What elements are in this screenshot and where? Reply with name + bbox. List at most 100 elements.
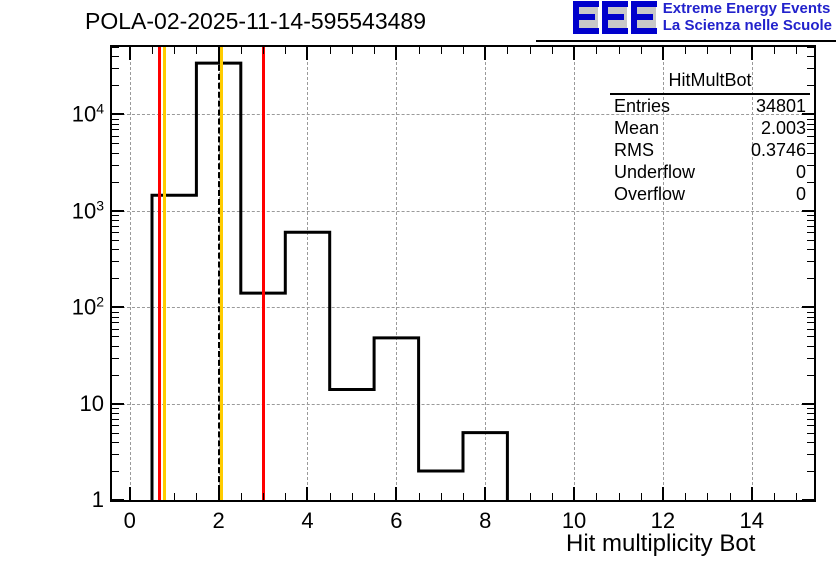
y-axis-minor-tick (112, 311, 119, 313)
y-axis-minor-tick (807, 322, 814, 324)
x-axis-minor-tick (418, 47, 420, 54)
x-axis-major-tick (750, 47, 753, 60)
x-axis-major-tick (573, 487, 576, 500)
x-axis-minor-tick (174, 493, 176, 500)
y-axis-minor-tick (112, 181, 119, 183)
y-axis-minor-tick (112, 316, 119, 318)
orange-line-right-marker (220, 47, 224, 500)
horizontal-gridline (112, 114, 814, 116)
y-axis-minor-tick (112, 418, 119, 420)
x-axis-minor-tick (285, 493, 287, 500)
x-axis-minor-tick (463, 493, 464, 500)
x-axis-minor-tick (551, 493, 553, 500)
y-axis-minor-tick (807, 311, 814, 313)
y-axis-minor-tick (807, 220, 814, 222)
x-axis-minor-tick (685, 493, 687, 500)
x-axis-tick-label: 10 (561, 508, 587, 533)
y-axis-minor-tick (112, 56, 119, 58)
y-axis-minor-tick (112, 135, 119, 137)
y-axis-major-tick (802, 402, 814, 405)
y-axis-minor-tick (112, 408, 119, 409)
y-axis-major-tick (112, 306, 124, 309)
x-axis-minor-tick (151, 47, 153, 54)
page-title: POLA-02-2025-11-14-595543489 (85, 8, 426, 34)
y-axis-major-tick (112, 402, 124, 405)
stats-row: Mean 2.003 (610, 117, 810, 139)
y-axis-minor-tick (112, 85, 119, 87)
y-axis-minor-tick (112, 322, 119, 324)
x-axis-minor-tick (329, 493, 331, 500)
y-axis-tick-label: 1 (91, 487, 104, 512)
x-axis-minor-tick (685, 47, 687, 54)
x-axis-minor-tick (240, 493, 242, 500)
x-axis-major-tick (306, 47, 309, 60)
stats-row-value: 0 (795, 162, 806, 182)
stats-row: RMS 0.3746 (610, 139, 810, 161)
x-axis-minor-tick (796, 47, 798, 54)
y-axis-major-tick (112, 209, 124, 212)
x-axis-minor-tick (774, 493, 775, 500)
y-axis-minor-tick (112, 68, 119, 70)
stats-row-value: 0 (795, 184, 806, 204)
y-axis-minor-tick (112, 47, 119, 48)
stats-box-title: HitMultBot (610, 70, 810, 95)
plot-frame (110, 45, 816, 502)
stats-box: HitMultBot Entries 34801 Mean 2.003 RMS 0.374… (610, 70, 810, 205)
histogram-curve (150, 61, 509, 500)
y-axis-minor-tick (807, 181, 814, 183)
y-axis-minor-tick (807, 164, 814, 166)
x-axis-minor-tick (263, 47, 265, 54)
y-axis-minor-tick (807, 336, 814, 338)
x-axis-minor-tick (507, 47, 509, 54)
x-axis-major-tick (128, 47, 131, 60)
y-axis-minor-tick (112, 336, 119, 338)
x-axis-major-tick (217, 47, 220, 60)
x-axis-tick-label: 0 (123, 508, 136, 533)
x-axis-minor-tick (463, 47, 464, 54)
y-axis-minor-tick (112, 232, 119, 234)
y-axis-minor-tick (807, 412, 814, 414)
y-axis-minor-tick (807, 152, 814, 154)
x-axis-minor-tick (418, 493, 420, 500)
y-axis-minor-tick (807, 85, 814, 87)
y-axis-minor-tick (112, 239, 119, 241)
x-axis-title: Hit multiplicity Bot (566, 530, 756, 557)
y-axis-minor-tick (112, 374, 119, 376)
x-axis-minor-tick (196, 493, 198, 500)
logo-line-2: La Scienza nelle Scuole (662, 16, 832, 34)
y-axis-minor-tick (807, 56, 814, 58)
stats-row-key: Entries (614, 96, 671, 116)
y-axis-minor-tick (112, 424, 119, 426)
x-axis-tick-label: 2 (212, 508, 225, 533)
stats-row: Overflow 0 (610, 183, 810, 205)
y-axis-minor-tick (112, 345, 119, 347)
x-axis-major-tick (484, 47, 487, 60)
y-axis-minor-tick (112, 152, 119, 154)
x-axis-tick-label: 4 (301, 508, 314, 533)
y-axis-minor-tick (807, 123, 814, 125)
x-axis-minor-tick (551, 47, 553, 54)
x-axis-minor-tick (440, 493, 442, 500)
y-axis-minor-tick (807, 143, 814, 145)
x-axis-major-tick (661, 487, 664, 500)
x-axis-major-tick (306, 487, 309, 500)
x-axis-minor-tick (596, 47, 598, 54)
stats-row-key: Mean (614, 118, 660, 138)
x-axis-minor-tick (174, 47, 176, 54)
stats-row-key: Underflow (614, 162, 696, 182)
stats-row-value: 0.3746 (750, 140, 806, 160)
y-axis-tick-label: 104 (71, 100, 104, 128)
y-axis-minor-tick (807, 68, 814, 70)
x-axis-minor-tick (529, 47, 531, 54)
y-axis-minor-tick (807, 441, 814, 443)
stats-box-rows: Entries 34801 Mean 2.003 RMS 0.3746 Underflow 0… (610, 95, 810, 205)
eee-letter-glyph (630, 1, 657, 34)
x-axis-tick-label: 8 (479, 508, 492, 533)
eee-letter-glyph (601, 1, 628, 34)
x-axis-minor-tick (729, 493, 731, 500)
horizontal-gridline (112, 403, 814, 405)
x-axis-major-tick (395, 47, 398, 60)
y-axis-minor-tick (807, 345, 814, 347)
y-axis-major-tick (802, 499, 814, 501)
red-line-left-marker (157, 47, 161, 500)
